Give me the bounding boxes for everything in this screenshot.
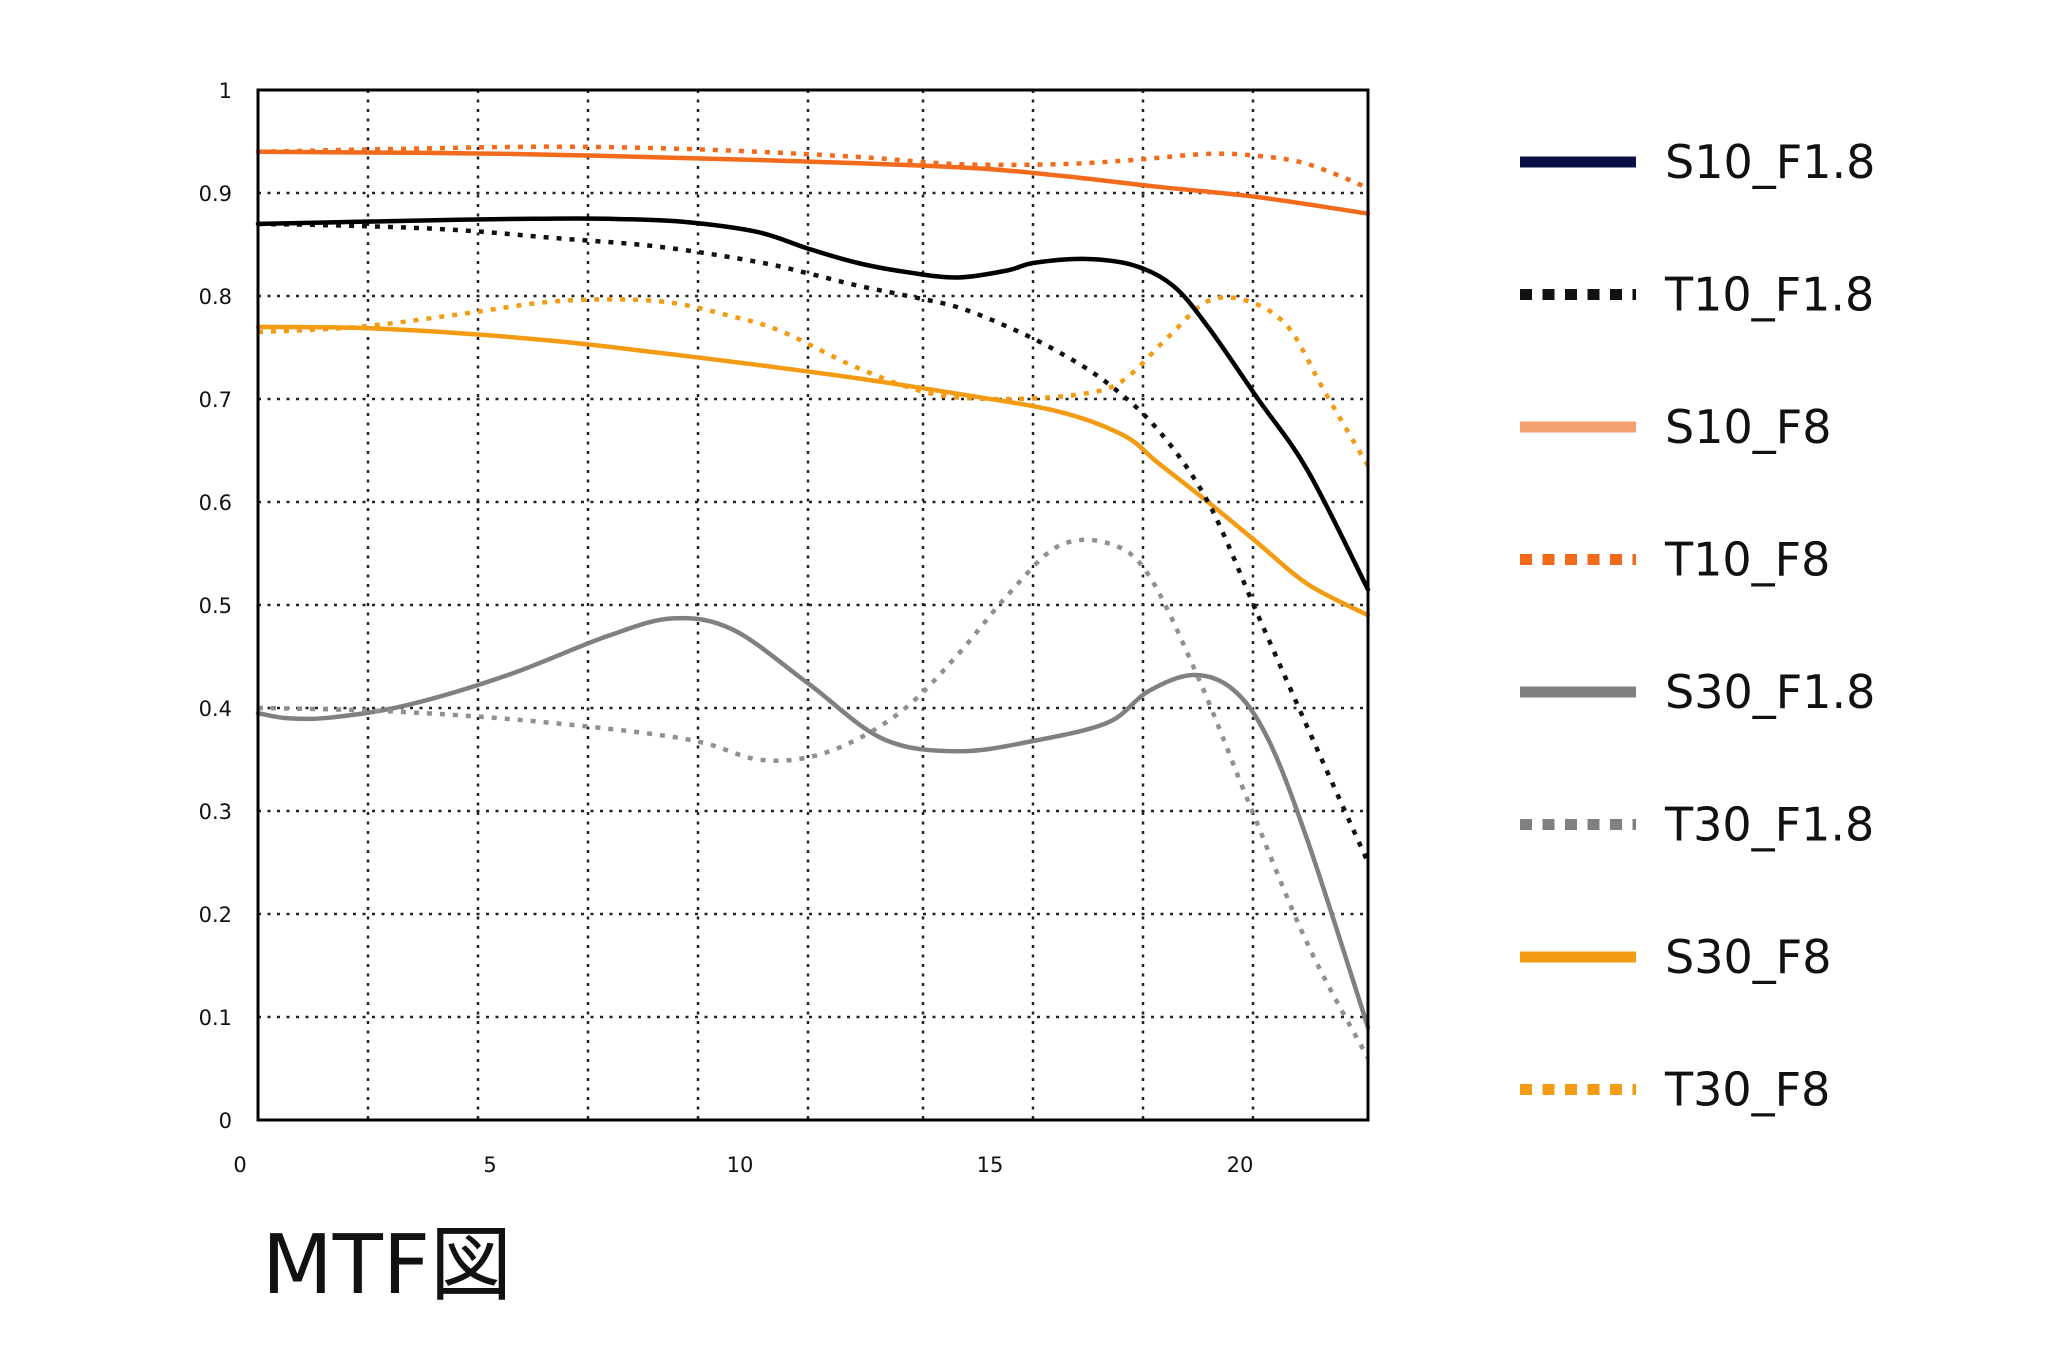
x-axis-ticks: 0 5 10 15 20 xyxy=(233,1153,1253,1177)
x-tick-label: 20 xyxy=(1227,1153,1254,1177)
series-line-t30-f8 xyxy=(257,295,1370,468)
legend-item-t10-f1-8: T10_F1.8 xyxy=(1520,268,1874,322)
series-line-s30-f8 xyxy=(255,324,1371,618)
legend-item-t10-f8: T10_F8 xyxy=(1520,533,1830,587)
figure-caption: MTF図 xyxy=(262,1218,513,1313)
legend-label: T30_F8 xyxy=(1664,1063,1830,1117)
y-tick-label: 0.2 xyxy=(199,903,232,927)
legend-item-s10-f8: S10_F8 xyxy=(1520,400,1831,454)
series-line-s10-f1-8 xyxy=(255,216,1371,592)
series-line-t10-f1-8 xyxy=(257,221,1371,864)
legend-item-t30-f8: T30_F8 xyxy=(1520,1063,1830,1117)
y-tick-label: 0.7 xyxy=(199,388,232,412)
legend-label: S10_F1.8 xyxy=(1665,135,1875,189)
legend-label: S30_F8 xyxy=(1665,930,1831,984)
series-line-s10-f8 xyxy=(255,149,1371,216)
plot-frame xyxy=(256,88,1370,1122)
y-tick-label: 0.6 xyxy=(199,491,232,515)
series-line-s30-f1-8 xyxy=(255,615,1371,1030)
series-line-t30-f1-8 xyxy=(257,537,1370,1060)
y-tick-label: 0.9 xyxy=(199,182,232,206)
legend-item-s30-f1-8: S30_F1.8 xyxy=(1520,665,1875,719)
y-tick-label: 0.8 xyxy=(199,285,232,309)
series-line-t10-f8 xyxy=(257,144,1369,190)
y-tick-label: 0.3 xyxy=(199,800,232,824)
chart-series-lines xyxy=(255,144,1371,1060)
x-tick-label: 15 xyxy=(977,1153,1004,1177)
y-tick-label: 0 xyxy=(219,1109,232,1133)
chart-legend: S10_F1.8 T10_F1.8 S10_F8 T10_F8 S30_F1.8 T30_… xyxy=(1520,135,1875,1117)
legend-label: S30_F1.8 xyxy=(1665,665,1875,719)
legend-label: S10_F8 xyxy=(1665,400,1831,454)
y-tick-label: 0.5 xyxy=(199,594,232,618)
legend-item-t30-f1-8: T30_F1.8 xyxy=(1520,798,1874,852)
x-tick-label: 5 xyxy=(483,1153,496,1177)
y-tick-label: 0.4 xyxy=(199,697,232,721)
y-tick-label: 1 xyxy=(219,79,232,103)
legend-item-s30-f8: S30_F8 xyxy=(1520,930,1831,984)
y-axis-ticks: 0 0.1 0.2 0.3 0.4 0.5 0.6 0.7 0.8 0.9 1 xyxy=(199,79,232,1133)
legend-item-s10-f1-8: S10_F1.8 xyxy=(1520,135,1875,189)
y-tick-label: 0.1 xyxy=(199,1006,232,1030)
chart-grid xyxy=(258,90,1368,1120)
x-tick-label: 0 xyxy=(233,1153,246,1177)
legend-label: T30_F1.8 xyxy=(1664,798,1874,852)
x-tick-label: 10 xyxy=(727,1153,754,1177)
legend-label: T10_F1.8 xyxy=(1664,268,1874,322)
legend-label: T10_F8 xyxy=(1664,533,1830,587)
